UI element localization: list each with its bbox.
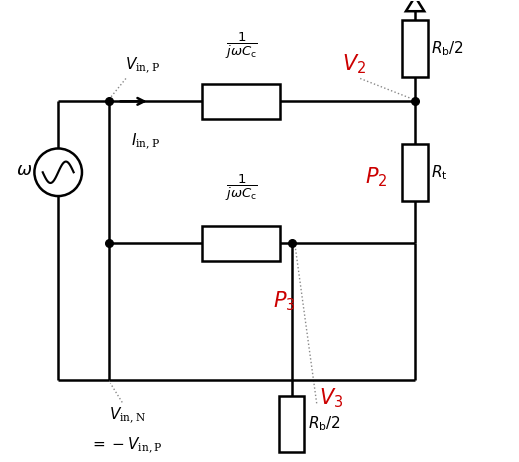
Text: $V_2$: $V_2$: [342, 53, 366, 76]
Bar: [402, 144, 428, 201]
Text: $V_{\mathregular{in,N}}$: $V_{\mathregular{in,N}}$: [108, 406, 145, 426]
Text: $= -V_{\mathregular{in,P}}$: $= -V_{\mathregular{in,P}}$: [90, 435, 163, 456]
Bar: [202, 226, 280, 261]
Polygon shape: [406, 0, 424, 11]
Text: $P_3$: $P_3$: [273, 289, 296, 312]
Text: $R_\mathrm{t}$: $R_\mathrm{t}$: [431, 163, 448, 182]
Text: $\dfrac{1}{j\omega C_\mathrm{c}}$: $\dfrac{1}{j\omega C_\mathrm{c}}$: [225, 31, 258, 61]
Bar: [279, 395, 304, 452]
Text: $V_{\mathregular{in,P}}$: $V_{\mathregular{in,P}}$: [125, 55, 160, 76]
Text: $P_2$: $P_2$: [365, 165, 387, 189]
Text: $V_3$: $V_3$: [319, 387, 343, 410]
Text: $\omega$: $\omega$: [16, 161, 32, 179]
Bar: [202, 84, 280, 119]
Text: $R_\mathrm{b}/2$: $R_\mathrm{b}/2$: [308, 414, 340, 433]
Text: $I_{\mathregular{in,P}}$: $I_{\mathregular{in,P}}$: [131, 131, 160, 152]
Text: $\dfrac{1}{j\omega C_\mathrm{c}}$: $\dfrac{1}{j\omega C_\mathrm{c}}$: [225, 173, 258, 203]
Text: $R_\mathrm{b}/2$: $R_\mathrm{b}/2$: [431, 39, 463, 58]
Bar: [402, 20, 428, 77]
